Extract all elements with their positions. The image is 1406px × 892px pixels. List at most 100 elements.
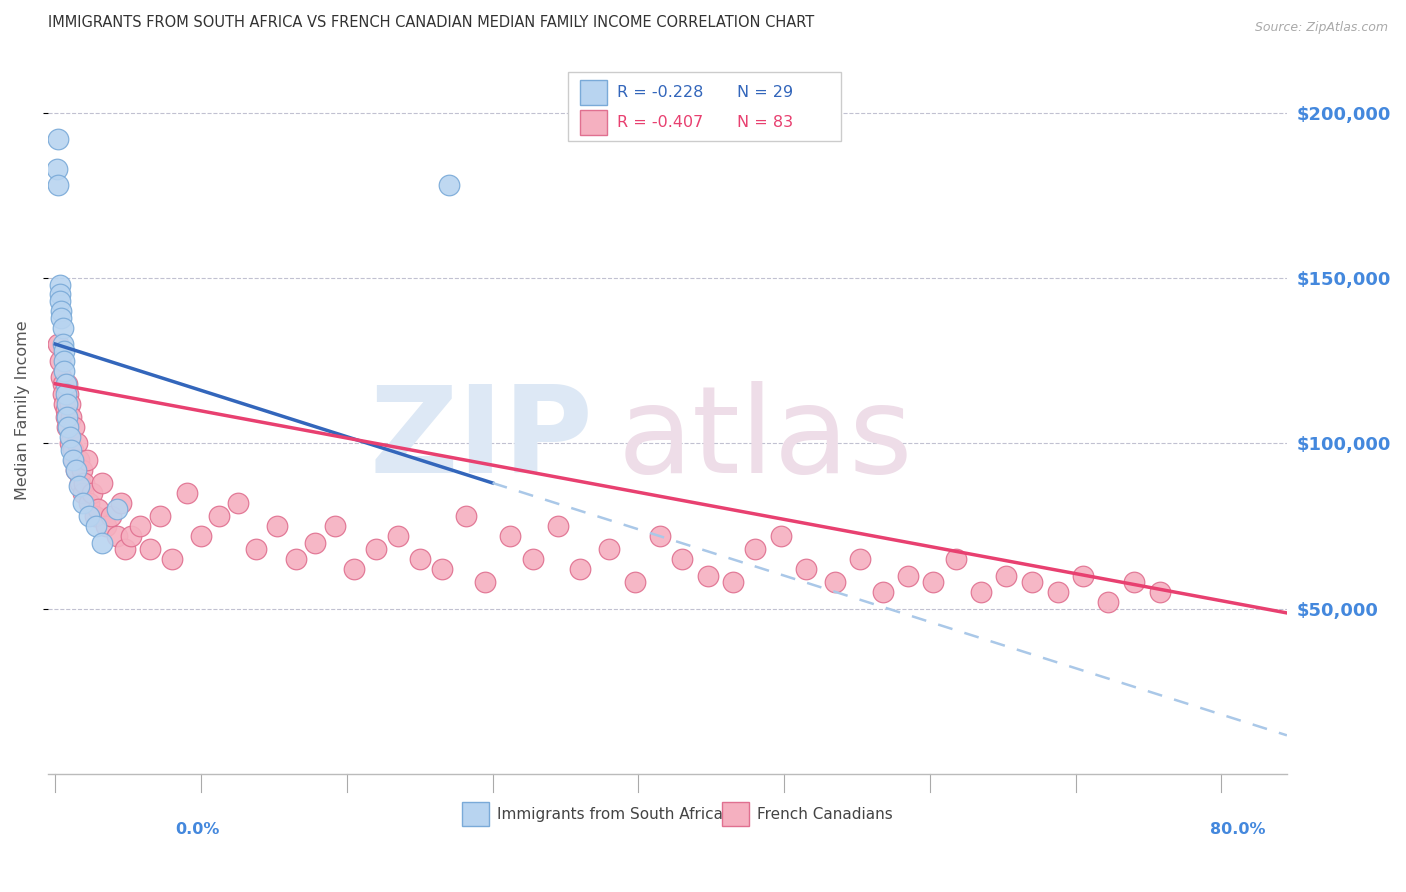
Point <box>456 509 478 524</box>
Point <box>77 496 100 510</box>
Point <box>770 529 793 543</box>
Point <box>139 542 162 557</box>
Text: R = -0.407: R = -0.407 <box>617 115 703 130</box>
Point <box>945 552 967 566</box>
Point <box>650 529 672 543</box>
Point <box>96 519 118 533</box>
Point <box>207 509 229 524</box>
Point <box>284 552 307 566</box>
Point <box>55 403 77 417</box>
Point <box>51 304 73 318</box>
Point <box>697 568 720 582</box>
Point <box>58 386 80 401</box>
Point <box>72 496 94 510</box>
Point <box>897 568 920 582</box>
Point <box>56 409 79 424</box>
Point <box>45 161 67 176</box>
Point <box>522 552 544 566</box>
FancyBboxPatch shape <box>461 802 489 826</box>
Point <box>245 542 267 557</box>
Point <box>437 178 460 193</box>
Point <box>67 453 90 467</box>
Point <box>569 562 592 576</box>
Point <box>46 337 69 351</box>
Point <box>872 585 894 599</box>
Point <box>128 519 150 533</box>
Point <box>53 363 76 377</box>
Point <box>52 320 75 334</box>
Point <box>65 463 87 477</box>
Text: ZIP: ZIP <box>370 381 593 498</box>
Point <box>671 552 693 566</box>
Point <box>62 453 84 467</box>
Point <box>91 475 114 490</box>
Y-axis label: Median Family Income: Median Family Income <box>15 320 30 500</box>
Point <box>176 486 198 500</box>
Point <box>60 409 83 424</box>
Point <box>62 442 84 457</box>
Point <box>52 376 75 391</box>
Point <box>921 575 943 590</box>
Point <box>323 519 346 533</box>
Point <box>48 287 70 301</box>
FancyBboxPatch shape <box>579 80 607 105</box>
Point <box>51 370 73 384</box>
Point <box>48 277 70 292</box>
Point <box>55 376 77 391</box>
Point <box>1021 575 1043 590</box>
Text: atlas: atlas <box>617 381 914 498</box>
Point <box>474 575 496 590</box>
Point <box>824 575 846 590</box>
Point <box>83 509 105 524</box>
Point <box>105 529 128 543</box>
FancyBboxPatch shape <box>568 72 841 141</box>
Point <box>499 529 522 543</box>
Point <box>53 353 76 368</box>
Text: R = -0.228: R = -0.228 <box>617 85 703 100</box>
Point <box>160 552 183 566</box>
Point <box>994 568 1017 582</box>
Point <box>598 542 620 557</box>
Point <box>86 502 108 516</box>
FancyBboxPatch shape <box>723 802 749 826</box>
Point <box>794 562 817 576</box>
Point <box>387 529 409 543</box>
Point <box>1122 575 1144 590</box>
Point <box>63 419 86 434</box>
Point <box>80 486 103 500</box>
Point <box>149 509 172 524</box>
Point <box>59 396 82 410</box>
Point <box>66 436 89 450</box>
Point <box>1071 568 1094 582</box>
Point <box>46 178 69 193</box>
Point <box>67 479 90 493</box>
Point <box>63 453 86 467</box>
Point <box>73 475 96 490</box>
Point <box>226 496 249 510</box>
Point <box>343 562 366 576</box>
Point <box>624 575 647 590</box>
Text: 0.0%: 0.0% <box>176 822 221 838</box>
Point <box>56 396 79 410</box>
Text: Source: ZipAtlas.com: Source: ZipAtlas.com <box>1254 21 1388 35</box>
Point <box>55 409 77 424</box>
Point <box>70 463 93 477</box>
Point <box>48 294 70 309</box>
Text: 80.0%: 80.0% <box>1211 822 1265 838</box>
Text: IMMIGRANTS FROM SOUTH AFRICA VS FRENCH CANADIAN MEDIAN FAMILY INCOME CORRELATION: IMMIGRANTS FROM SOUTH AFRICA VS FRENCH C… <box>48 15 814 30</box>
Point <box>51 310 73 325</box>
Point <box>84 519 107 533</box>
Point <box>55 386 77 401</box>
Point <box>65 463 87 477</box>
Point <box>849 552 872 566</box>
Point <box>547 519 569 533</box>
Point <box>58 419 80 434</box>
Point <box>409 552 432 566</box>
Point <box>1149 585 1171 599</box>
Point <box>1097 595 1119 609</box>
Point <box>48 353 70 368</box>
Point <box>110 496 132 510</box>
Point <box>53 343 76 358</box>
Text: French Canadians: French Canadians <box>756 806 893 822</box>
Point <box>120 529 142 543</box>
